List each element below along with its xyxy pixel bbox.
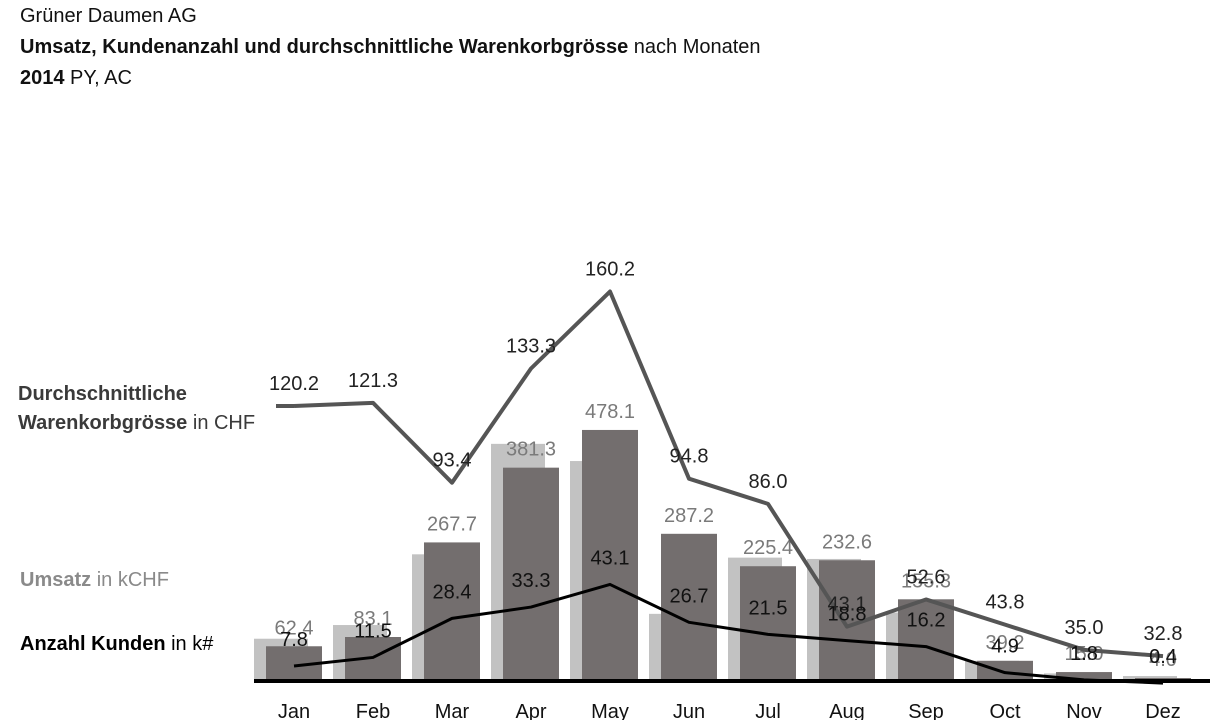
avg-basket-data-label: 35.0 <box>1065 617 1104 639</box>
avg-basket-line <box>293 289 1164 659</box>
ac-bar <box>503 467 559 680</box>
kunden-data-label: 43.1 <box>591 547 630 569</box>
x-tick-label: Jun <box>673 701 705 720</box>
ac-data-label: 62.4 <box>275 617 314 639</box>
kunden-data-label: 21.5 <box>749 597 788 619</box>
ac-bar <box>582 429 638 680</box>
ac-data-label: 287.2 <box>664 505 714 527</box>
avg-basket-data-label: 133.3 <box>506 335 556 357</box>
x-tick-label: Feb <box>356 701 390 720</box>
avg-basket-label-unit: in CHF <box>187 412 256 434</box>
avg-basket-label: Durchschnittliche Warenkorbgrösse in CHF <box>18 380 255 438</box>
chart-year: 2014 <box>20 67 65 89</box>
umsatz-label-bold: Umsatz <box>20 569 92 591</box>
x-tick-label: Aug <box>829 701 865 720</box>
x-tick-label: Apr <box>515 701 546 720</box>
x-tick-label: Sep <box>908 701 944 720</box>
ac-data-label: 232.6 <box>822 531 872 553</box>
company-name: Grüner Daumen AG <box>20 5 197 27</box>
avg-basket-data-label: 160.2 <box>585 259 635 281</box>
ac-bar <box>740 566 796 680</box>
kunden-data-label: 33.3 <box>512 570 551 592</box>
chart-title-rest: nach Monaten <box>628 36 761 58</box>
ac-bar <box>1056 672 1112 680</box>
kunden-label-unit: in k# <box>165 633 214 655</box>
x-tick-label: Jan <box>278 701 310 720</box>
kunden-data-label: 28.4 <box>433 581 472 603</box>
kunden-label-bold: Anzahl Kunden <box>20 633 166 655</box>
ac-bar <box>661 533 717 680</box>
kunden-label: Anzahl Kunden in k# <box>20 630 213 659</box>
kunden-data-label: 7.8 <box>280 629 308 651</box>
x-tick-label: May <box>591 701 629 720</box>
ac-data-label: 39.2 <box>986 632 1025 654</box>
kunden-data-label: 11.5 <box>354 620 391 642</box>
avg-basket-data-label: 121.3 <box>348 370 398 392</box>
kunden-data-label: 0.4 <box>1149 646 1177 668</box>
avg-basket-data-label: 43.8 <box>986 592 1025 614</box>
ac-bar <box>898 599 954 680</box>
kunden-data-label: 26.7 <box>670 585 709 607</box>
avg-basket-data-label: 43.1 <box>828 594 867 616</box>
avg-basket-data-label: 94.8 <box>670 446 709 468</box>
ac-data-label: 381.3 <box>506 439 556 461</box>
avg-basket-label-line1: Durchschnittliche <box>18 383 187 405</box>
ac-data-label: 225.4 <box>743 537 793 559</box>
ac-data-label: 267.7 <box>427 513 477 535</box>
x-tick-label: Mar <box>435 701 470 720</box>
umsatz-label: Umsatz in kCHF <box>20 566 169 595</box>
kunden-line <box>293 582 1164 685</box>
ac-data-label: 83.1 <box>354 608 393 630</box>
avg-basket-label-bold: Warenkorbgrösse <box>18 412 188 434</box>
x-tick-label: Jul <box>755 701 781 720</box>
chart-subtitle: 2014 PY, AC <box>20 66 132 90</box>
avg-basket-data-label: 86.0 <box>749 471 788 493</box>
ac-bar <box>977 660 1033 680</box>
kunden-data-label: 16.2 <box>907 610 946 632</box>
ac-bar <box>424 542 480 680</box>
ac-data-label: 155.3 <box>901 570 951 592</box>
chart-title: Umsatz, Kundenanzahl und durchschnittlic… <box>20 35 761 59</box>
kunden-data-label: 18.8 <box>828 604 867 626</box>
umsatz-label-unit: in kCHF <box>91 569 169 591</box>
ac-data-label: 478.1 <box>585 401 635 423</box>
avg-basket-data-label: 52.6 <box>907 566 946 588</box>
x-tick-label: Oct <box>989 701 1021 720</box>
avg-basket-data-label: 120.2 <box>269 373 319 395</box>
x-tick-label: Nov <box>1066 701 1102 720</box>
x-tick-label: Dez <box>1145 701 1181 720</box>
avg-basket-data-label: 93.4 <box>433 450 472 472</box>
avg-basket-data-label: 32.8 <box>1144 623 1183 645</box>
chart-title-bold: Umsatz, Kundenanzahl und durchschnittlic… <box>20 36 629 58</box>
kunden-data-label: 4.9 <box>991 636 1019 658</box>
chart-scenarios: PY, AC <box>64 67 132 89</box>
kunden-data-label: 1.8 <box>1070 643 1098 665</box>
